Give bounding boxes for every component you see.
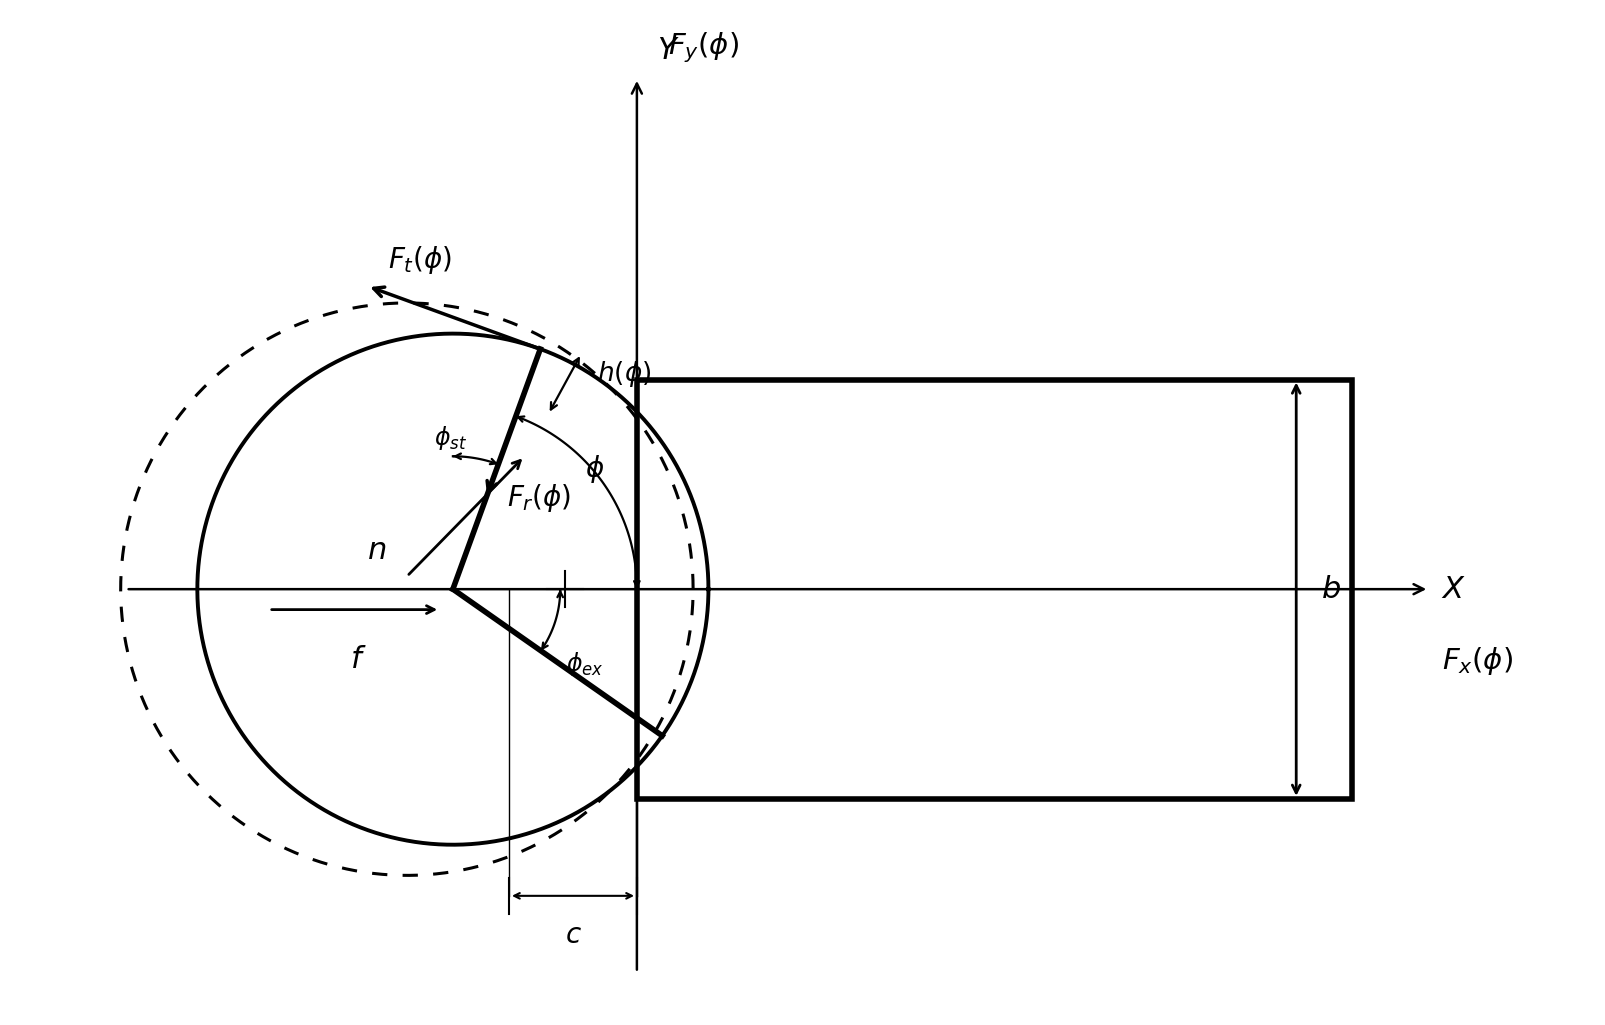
Text: $F_x(\phi)$: $F_x(\phi)$ bbox=[1441, 646, 1512, 678]
Text: $\phi$: $\phi$ bbox=[584, 453, 603, 485]
Text: $h(\phi)$: $h(\phi)$ bbox=[597, 359, 650, 388]
Text: $\phi_{ex}$: $\phi_{ex}$ bbox=[565, 650, 603, 678]
Text: Y: Y bbox=[656, 36, 676, 66]
Text: X: X bbox=[1441, 575, 1462, 604]
Text: $f$: $f$ bbox=[350, 646, 366, 674]
Text: $F_t(\phi)$: $F_t(\phi)$ bbox=[387, 244, 451, 276]
Text: $F_r(\phi)$: $F_r(\phi)$ bbox=[506, 482, 570, 514]
Text: $n$: $n$ bbox=[366, 536, 385, 566]
Text: c: c bbox=[565, 921, 581, 949]
Text: b: b bbox=[1321, 575, 1340, 604]
Text: $F_y(\phi)$: $F_y(\phi)$ bbox=[668, 31, 738, 66]
Text: $\phi_{st}$: $\phi_{st}$ bbox=[433, 424, 467, 452]
